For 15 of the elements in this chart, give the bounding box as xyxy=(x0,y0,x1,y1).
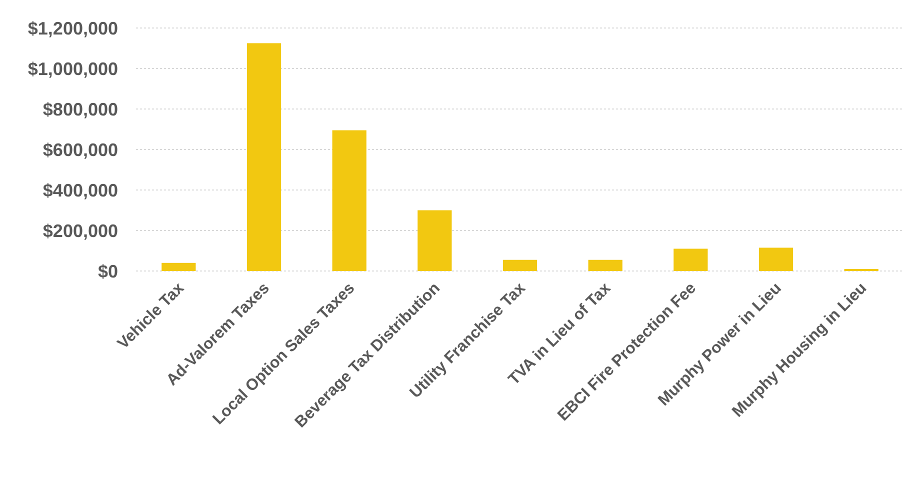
bar xyxy=(246,43,282,271)
bar xyxy=(418,210,452,271)
y-tick-label: $1,200,000 xyxy=(28,18,118,38)
y-tick-label: $0 xyxy=(98,261,118,282)
bar xyxy=(502,260,538,271)
y-tick-label: $800,000 xyxy=(42,99,118,120)
y-tick-label: $600,000 xyxy=(42,140,118,160)
y-tick-label: $1,000,000 xyxy=(28,58,118,79)
bar xyxy=(162,262,196,271)
bar xyxy=(332,130,366,271)
y-tick-label: $200,000 xyxy=(42,220,118,241)
bar xyxy=(758,248,794,271)
y-tick-label: $400,000 xyxy=(42,180,118,200)
bar xyxy=(674,248,708,271)
bar xyxy=(588,260,622,271)
